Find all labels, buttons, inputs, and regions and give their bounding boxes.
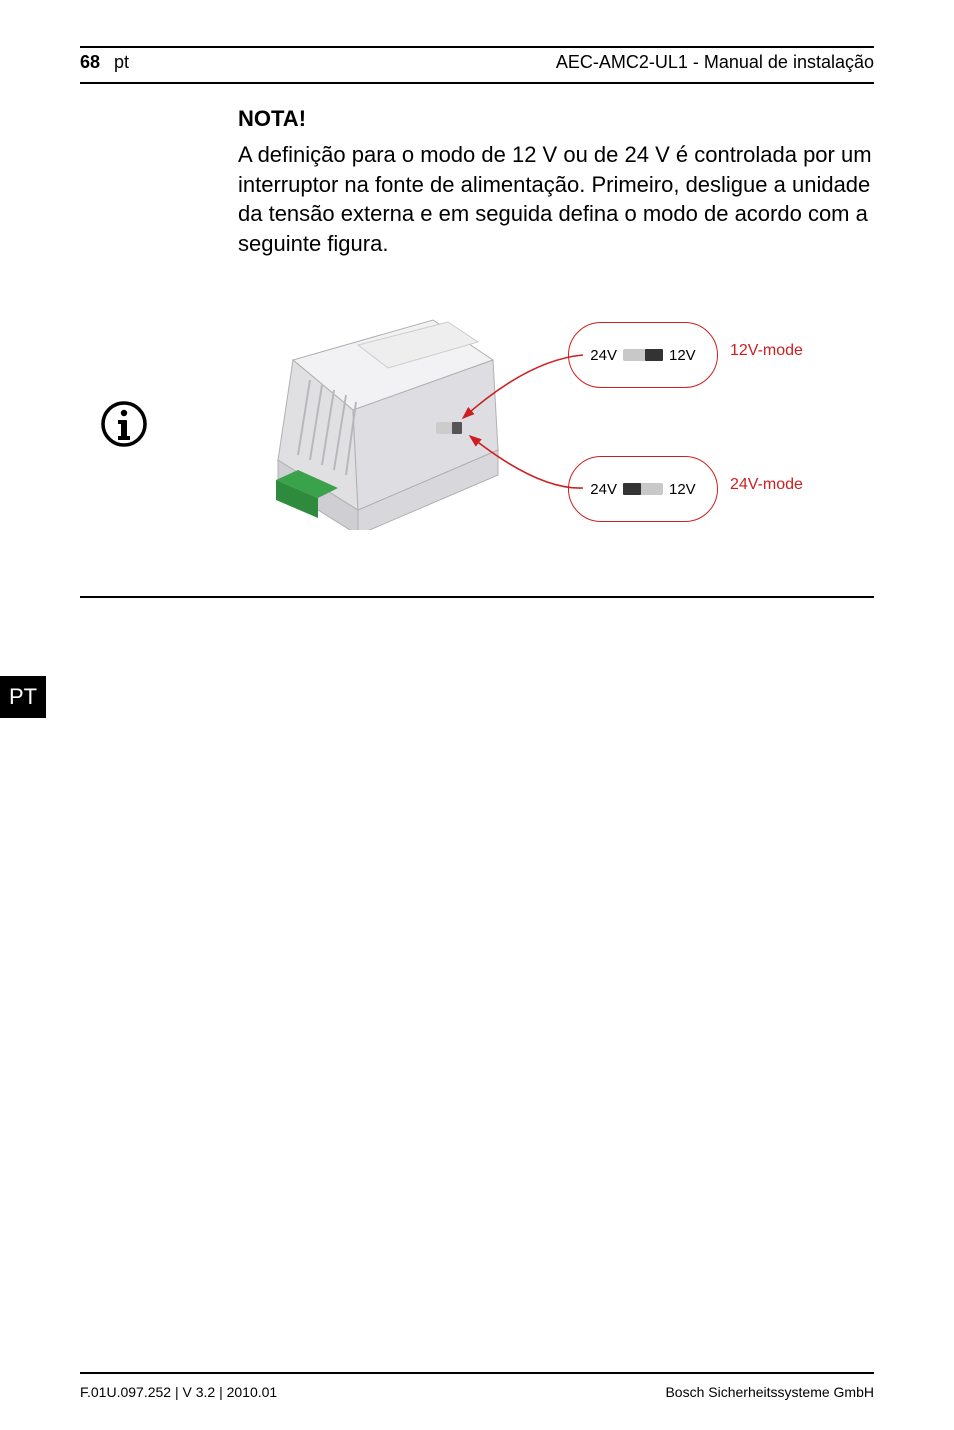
label-24v-mode: 24V-mode [730, 476, 803, 494]
callout-24v-circle: 24V 12V [568, 456, 718, 522]
footer-rule [80, 1372, 874, 1374]
note-block: NOTA! A definição para o modo de 12 V ou… [238, 106, 874, 259]
figure-bottom-rule [80, 596, 874, 598]
header-bottom-rule [80, 82, 874, 84]
page: 68 pt AEC-AMC2-UL1 - Manual de instalaçã… [0, 0, 954, 1430]
switch-knob-12v [645, 349, 663, 361]
switch-knob-24v [623, 483, 641, 495]
voltage-mode-figure: 24V 12V 12V-mode 24V 12V 24V-mode [238, 290, 874, 570]
callout-24v-right-text: 12V [669, 481, 696, 498]
note-title: NOTA! [238, 106, 874, 132]
header-doc-title: AEC-AMC2-UL1 - Manual de instalação [556, 52, 874, 73]
footer-left: F.01U.097.252 | V 3.2 | 2010.01 [80, 1384, 277, 1400]
language-tab: PT [0, 676, 46, 718]
callout-12v-circle: 24V 12V [568, 322, 718, 388]
header-row: 68 pt AEC-AMC2-UL1 - Manual de instalaçã… [80, 52, 874, 73]
callout-12v-right-text: 12V [669, 347, 696, 364]
switch-illustration-12v [623, 349, 663, 361]
header-top-rule [80, 46, 874, 48]
footer-row: F.01U.097.252 | V 3.2 | 2010.01 Bosch Si… [80, 1384, 874, 1400]
page-number: 68 [80, 52, 100, 73]
switch-illustration-24v [623, 483, 663, 495]
callout-24v-mode: 24V 12V [568, 456, 718, 522]
footer-right: Bosch Sicherheitssysteme GmbH [665, 1384, 874, 1400]
header-lang-code: pt [114, 52, 129, 73]
callout-12v-mode: 24V 12V [568, 322, 718, 388]
header-left: 68 pt [80, 52, 129, 73]
callout-24v-left-text: 24V [590, 481, 617, 498]
power-supply-device-illustration [238, 310, 518, 530]
label-12v-mode: 12V-mode [730, 342, 803, 360]
info-icon [100, 400, 148, 448]
callout-12v-left-text: 24V [590, 347, 617, 364]
note-body: A definição para o modo de 12 V ou de 24… [238, 140, 874, 259]
